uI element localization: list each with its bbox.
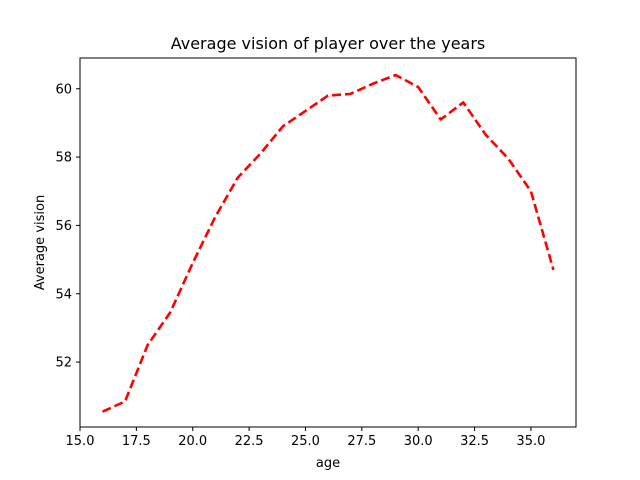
x-tick-label: 17.5	[122, 434, 151, 449]
y-tick-label: 60	[55, 82, 72, 97]
y-axis-label: Average vision	[33, 195, 48, 290]
y-tick-label: 58	[55, 151, 72, 166]
x-tick-label: 32.5	[460, 434, 489, 449]
x-tick-label: 22.5	[235, 434, 264, 449]
y-tick-label: 56	[55, 219, 72, 234]
y-axis: 52 54 56 58 60	[55, 82, 80, 371]
plot-area	[102, 73, 555, 413]
x-tick-label: 15.0	[66, 434, 95, 449]
x-axis: 15.0 17.5 20.0 22.5 25.0 27.5 30.0 32.5 35.0	[66, 427, 545, 449]
chart-title: Average vision of player over the years	[171, 34, 486, 53]
x-tick-label: 20.0	[178, 434, 207, 449]
x-tick-label: 35.0	[516, 434, 545, 449]
x-tick-label: 27.5	[347, 434, 376, 449]
x-tick-label: 30.0	[404, 434, 433, 449]
y-tick-label: 52	[55, 356, 72, 371]
y-tick-label: 54	[55, 287, 72, 302]
axes-frame	[79, 57, 577, 428]
x-tick-label: 25.0	[291, 434, 320, 449]
series-line	[102, 73, 555, 413]
x-axis-label: age	[316, 456, 340, 471]
